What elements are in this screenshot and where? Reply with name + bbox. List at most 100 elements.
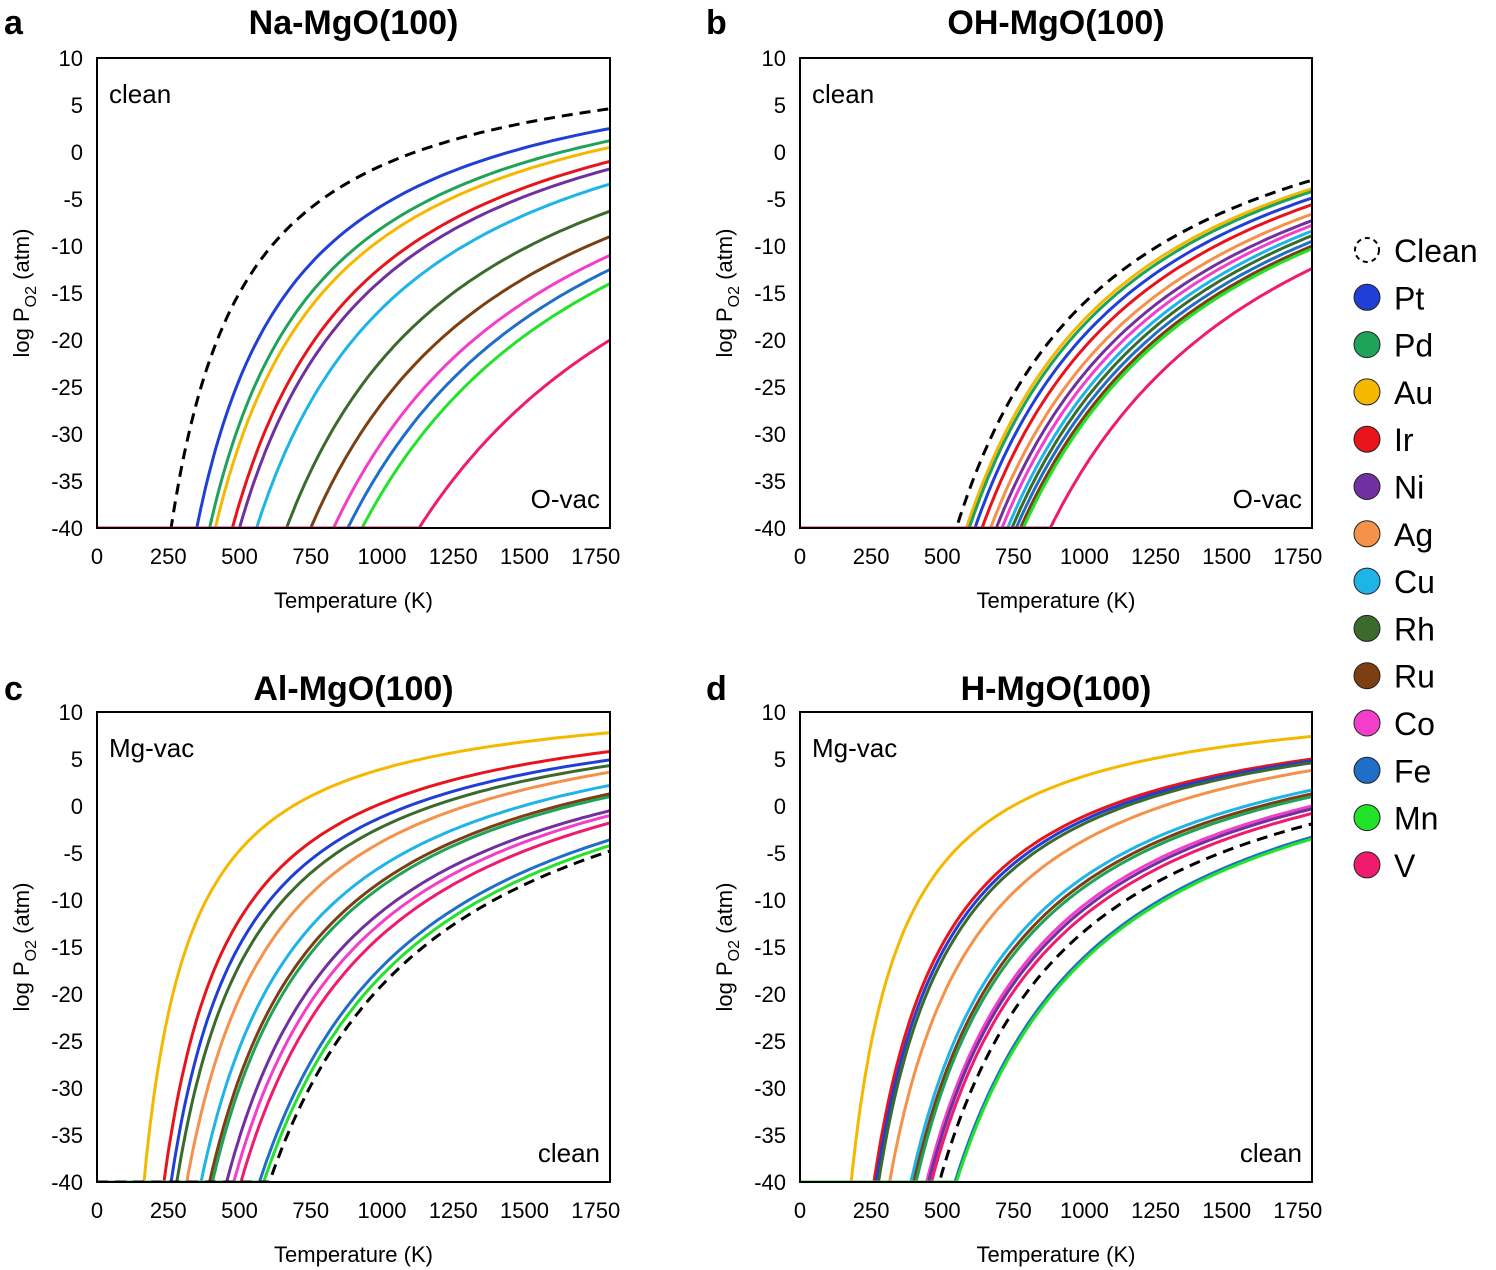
x-tick-label: 0 <box>794 544 806 569</box>
y-tick-label: 0 <box>71 794 83 819</box>
x-tick-label: 1500 <box>500 544 549 569</box>
x-tick-label: 1250 <box>1131 1198 1180 1223</box>
legend: Clean Pt Pd Au Ir Ni Ag Cu Rh Ru Co Fe Mn V <box>1353 233 1478 884</box>
legend-label: Rh <box>1394 611 1435 647</box>
y-axis-label: log PO2 (atm) <box>712 883 743 1012</box>
y-tick-label: -5 <box>63 187 83 212</box>
series-line-ag <box>97 770 610 1182</box>
legend-swatch <box>1353 425 1381 453</box>
series-line-rh <box>800 234 1312 528</box>
series-line-pt <box>97 758 610 1182</box>
y-tick-label: 10 <box>762 46 786 71</box>
series-line-v <box>800 267 1312 528</box>
x-tick-label: 500 <box>221 544 258 569</box>
series-group <box>800 178 1312 528</box>
x-tick-label: 1000 <box>358 1198 407 1223</box>
y-tick-label: -35 <box>754 1123 786 1148</box>
series-line-au <box>97 731 610 1182</box>
x-tick-label: 1000 <box>1060 1198 1109 1223</box>
series-line-ni <box>97 809 610 1182</box>
series-line-au <box>800 734 1312 1182</box>
x-tick-label: 1750 <box>1273 544 1322 569</box>
panel-c: c Al-MgO(100) 10 5 0 -5 -10 -15 -20 -25 -30 -35 -40 0… <box>4 670 620 1267</box>
legend-label: Pt <box>1394 280 1424 316</box>
series-line-co <box>97 813 610 1182</box>
x-tick-label: 1250 <box>1131 544 1180 569</box>
x-tick-label: 1000 <box>358 544 407 569</box>
legend-item-ni: Ni <box>1353 470 1424 506</box>
region-label-lower: clean <box>1240 1138 1302 1168</box>
series-line-cu <box>97 182 610 528</box>
series-line-fe <box>97 838 610 1182</box>
legend-swatch <box>1353 709 1381 737</box>
y-tick-label: 5 <box>71 747 83 772</box>
legend-item-fe: Fe <box>1353 753 1431 789</box>
panel-letter: d <box>706 670 727 708</box>
legend-item-ir: Ir <box>1353 422 1414 458</box>
x-tick-label: 500 <box>924 544 961 569</box>
legend-item-ru: Ru <box>1353 659 1435 695</box>
legend-swatch <box>1353 283 1381 311</box>
series-line-co <box>800 223 1312 528</box>
series-line-ir <box>800 757 1312 1182</box>
legend-item-au: Au <box>1353 375 1433 411</box>
series-line-ag <box>800 768 1312 1182</box>
legend-label: Ag <box>1394 517 1433 553</box>
series-line-pd <box>800 190 1312 528</box>
series-line-clean <box>800 822 1312 1182</box>
legend-label: Ir <box>1394 422 1414 458</box>
plot-frame <box>96 711 611 1183</box>
series-line-rh <box>97 209 610 528</box>
x-tick-label: 750 <box>292 1198 329 1223</box>
x-tick-label: 1500 <box>1202 1198 1251 1223</box>
x-tick-label: 250 <box>853 544 890 569</box>
legend-swatch <box>1354 237 1380 263</box>
x-tick-label: 250 <box>853 1198 890 1223</box>
panel-d: d H-MgO(100) 10 5 0 -5 -10 -15 -20 -25 -30 -35 -40 0 2… <box>706 670 1322 1267</box>
panel-letter: c <box>4 670 23 708</box>
plot-frame <box>799 57 1313 529</box>
x-tick-label: 750 <box>995 1198 1032 1223</box>
panel-a: a Na-MgO(100) 10 5 0 -5 -10 -15 -20 -25 -30 -35 -40 0… <box>4 4 620 613</box>
legend-swatch <box>1353 378 1381 406</box>
legend-label: Ni <box>1394 470 1424 506</box>
y-tick-label: -10 <box>51 888 83 913</box>
y-tick-label: -30 <box>51 1076 83 1101</box>
panel-title: H-MgO(100) <box>961 670 1152 708</box>
y-tick-label: -25 <box>754 375 786 400</box>
y-tick-label: -15 <box>754 935 786 960</box>
legend-item-pt: Pt <box>1353 280 1424 316</box>
y-axis-label: log PO2 (atm) <box>9 229 40 358</box>
series-group <box>800 734 1312 1182</box>
legend-item-rh: Rh <box>1353 611 1435 647</box>
x-tick-label: 250 <box>150 1198 187 1223</box>
legend-item-ag: Ag <box>1353 517 1433 553</box>
plot-frame <box>96 57 611 529</box>
y-tick-label: -5 <box>766 841 786 866</box>
series-line-ir <box>97 159 610 528</box>
legend-label: Cu <box>1394 564 1435 600</box>
y-tick-label: -10 <box>754 234 786 259</box>
series-line-mn <box>800 837 1312 1182</box>
y-tick-label: -5 <box>63 841 83 866</box>
x-axis-label: Temperature (K) <box>274 588 433 613</box>
x-tick-label: 750 <box>292 544 329 569</box>
series-line-ag <box>800 212 1312 528</box>
legend-swatch <box>1353 804 1381 832</box>
legend-swatch <box>1353 614 1381 642</box>
y-tick-label: -25 <box>51 1029 83 1054</box>
series-line-mn <box>97 844 610 1182</box>
series-line-ru <box>97 792 610 1182</box>
y-tick-label: -20 <box>51 328 83 353</box>
y-tick-label: -40 <box>51 516 83 541</box>
legend-label: Co <box>1394 706 1435 742</box>
series-line-fe <box>97 268 610 528</box>
x-axis-label: Temperature (K) <box>977 1242 1136 1267</box>
legend-item-co: Co <box>1353 706 1435 742</box>
region-label-upper: Mg-vac <box>109 733 194 763</box>
series-line-pt <box>97 127 610 528</box>
y-tick-label: -25 <box>51 375 83 400</box>
x-tick-label: 1750 <box>571 544 620 569</box>
series-line-v <box>97 821 610 1182</box>
region-label-upper: clean <box>109 79 171 109</box>
